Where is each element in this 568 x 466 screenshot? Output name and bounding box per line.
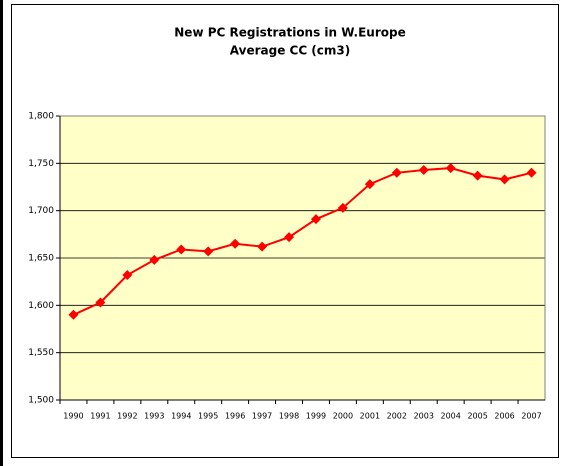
marker	[337, 202, 348, 213]
marker	[230, 238, 241, 249]
y-tick-label: 1,550	[28, 348, 54, 358]
marker	[472, 170, 483, 181]
y-tick-label: 1,700	[28, 206, 54, 216]
marker	[364, 179, 375, 190]
x-tick-label: 1994	[171, 412, 191, 421]
x-tick-label: 2006	[494, 412, 514, 421]
line	[73, 167, 532, 316]
marker	[176, 244, 187, 255]
marker	[257, 241, 268, 252]
y-tick-label: 1,500	[28, 396, 54, 406]
marker	[526, 167, 537, 178]
x-tick-label: 2000	[333, 412, 353, 421]
marker	[445, 163, 456, 174]
chart-title: New PC Registrations in W.Europe	[174, 26, 405, 40]
x-tick-label: 2007	[521, 412, 541, 421]
marker	[499, 174, 510, 185]
marker	[284, 232, 295, 243]
y-tick-label: 1,750	[28, 159, 54, 169]
x-tick-label: 2003	[414, 412, 434, 421]
left-edge	[0, 0, 3, 466]
x-tick-label: 1993	[144, 412, 164, 421]
y-tick-label: 1,650	[28, 254, 54, 264]
x-tick-label: 2004	[441, 412, 461, 421]
marker	[95, 297, 106, 308]
chart-subtitle: Average CC (cm3)	[230, 44, 350, 58]
x-tick-label: 2002	[387, 412, 407, 421]
x-tick-label: 2001	[360, 412, 380, 421]
marker	[391, 167, 402, 178]
x-tick-label: 1991	[90, 412, 110, 421]
marker	[310, 214, 321, 225]
x-tick-label: 1997	[252, 412, 272, 421]
x-tick-label: 1992	[117, 412, 137, 421]
marker	[203, 246, 214, 257]
y-tick-label: 1,800	[28, 112, 54, 122]
x-tick-label: 1996	[225, 412, 245, 421]
x-tick-label: 1990	[63, 412, 83, 421]
marker	[149, 254, 160, 265]
x-tick-label: 2005	[467, 412, 487, 421]
y-tick-label: 1,600	[28, 301, 54, 311]
marker	[68, 309, 79, 320]
x-tick-label: 1995	[198, 412, 218, 421]
x-tick-label: 1998	[279, 412, 299, 421]
x-tick-label: 1999	[306, 412, 326, 421]
marker	[418, 164, 429, 175]
marker	[122, 270, 133, 281]
